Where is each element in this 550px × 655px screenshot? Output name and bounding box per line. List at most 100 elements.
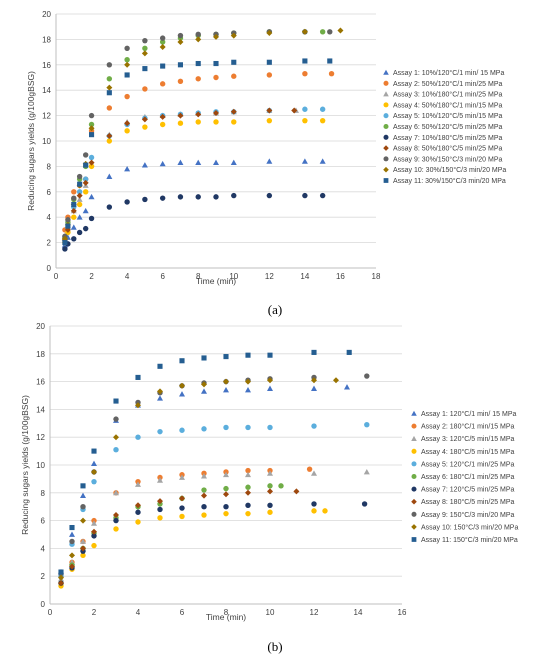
data-point xyxy=(302,70,308,77)
data-point xyxy=(195,36,202,43)
data-point xyxy=(179,505,185,511)
data-point xyxy=(124,93,130,100)
data-point xyxy=(230,32,237,39)
data-point xyxy=(311,385,317,391)
legend-marker xyxy=(411,511,417,517)
data-point xyxy=(71,236,77,242)
data-point xyxy=(267,424,273,431)
data-point xyxy=(106,105,113,111)
data-point xyxy=(231,192,237,199)
legend-marker xyxy=(383,166,389,173)
data-point xyxy=(113,416,119,422)
data-point xyxy=(80,545,86,552)
legend-entry: Assay 4: 50%/180°C/1 min/15 MPa xyxy=(393,101,503,109)
data-point xyxy=(364,373,370,379)
legend-entry: Assay 11: 150°C/3 min/20 MPa xyxy=(421,536,518,544)
series-8 xyxy=(58,488,300,587)
x-tick-label: 10 xyxy=(229,272,238,281)
y-tick-label: 20 xyxy=(42,10,51,19)
legend-marker xyxy=(411,498,417,505)
data-point xyxy=(223,471,229,478)
data-point xyxy=(245,378,251,385)
data-point xyxy=(141,116,148,123)
data-point xyxy=(106,84,113,91)
data-point xyxy=(201,504,207,510)
data-point xyxy=(266,192,273,199)
data-point xyxy=(302,117,308,124)
x-tick-label: 14 xyxy=(354,608,363,617)
legend-marker xyxy=(383,134,389,140)
data-point xyxy=(327,29,333,35)
data-point xyxy=(195,60,201,67)
legend-marker xyxy=(383,178,389,183)
data-point xyxy=(223,378,229,385)
data-point xyxy=(142,45,148,51)
legend-entry: Assay 3: 10%/180°C/1 min/25 MPa xyxy=(393,91,503,99)
data-point xyxy=(91,542,97,549)
data-point xyxy=(266,107,273,114)
x-tick-label: 14 xyxy=(300,272,309,281)
data-point xyxy=(311,349,317,355)
data-point xyxy=(124,45,130,51)
legend-marker xyxy=(383,145,389,151)
data-point xyxy=(82,189,89,195)
y-tick-label: 0 xyxy=(41,600,46,609)
legend: Assay 1: 10%/120°C/1 min/ 15 MPa Assay 2:… xyxy=(383,69,506,185)
data-point xyxy=(364,421,370,428)
legend-entry: Assay 8: 50%/180°C/5 min/25 MPa xyxy=(393,145,503,153)
data-point xyxy=(91,528,97,535)
data-point xyxy=(69,538,75,545)
data-point xyxy=(69,563,75,570)
data-point xyxy=(311,377,317,384)
data-point xyxy=(124,120,131,127)
data-point xyxy=(80,492,86,498)
data-point xyxy=(159,39,166,45)
legend-entry: Assay 9: 150°C/3 min/20 MPa xyxy=(421,511,515,519)
y-tick-label: 16 xyxy=(36,378,45,387)
y-tick-label: 18 xyxy=(36,350,45,359)
data-point xyxy=(91,460,97,467)
data-point xyxy=(311,508,317,514)
data-point xyxy=(267,509,273,515)
legend-marker xyxy=(383,91,389,97)
x-tick-label: 4 xyxy=(125,272,130,281)
legend-entry: Assay 1: 10%/120°C/1 min/ 15 MPa xyxy=(393,69,504,77)
data-point xyxy=(231,73,237,79)
data-point xyxy=(62,246,68,252)
data-point xyxy=(106,132,113,139)
data-point xyxy=(267,385,273,391)
data-point xyxy=(223,504,229,510)
chart-b: 0 2 4 6 8 10 12 14 16 18 20 0 2 4 6 8 10 12 14 16 Time (min)… xyxy=(20,322,518,622)
data-point xyxy=(245,467,251,474)
data-point xyxy=(213,194,219,200)
data-point xyxy=(301,158,308,164)
data-point xyxy=(142,37,148,44)
data-point xyxy=(230,108,237,115)
data-point xyxy=(267,377,273,384)
data-point xyxy=(65,223,71,229)
data-point xyxy=(80,517,86,524)
series-9 xyxy=(62,29,333,239)
y-tick-label: 14 xyxy=(36,405,45,414)
data-point xyxy=(71,201,77,208)
data-point xyxy=(245,471,251,478)
data-point xyxy=(157,388,163,395)
data-point xyxy=(177,38,184,45)
data-point xyxy=(245,484,251,490)
data-point xyxy=(80,552,86,559)
data-point xyxy=(88,121,95,128)
data-point xyxy=(177,159,184,165)
data-point xyxy=(177,32,184,39)
series-9 xyxy=(58,373,370,577)
data-point xyxy=(179,513,185,520)
legend-marker xyxy=(411,410,417,416)
legend: Assay 1: 120°C/1 min/ 15 MPa Assay 2: 180… xyxy=(411,410,518,544)
data-point xyxy=(135,519,141,525)
legend-marker xyxy=(411,448,417,454)
data-point xyxy=(201,512,207,518)
y-tick-label: 2 xyxy=(47,239,52,248)
data-point xyxy=(106,204,113,210)
data-point xyxy=(301,28,308,35)
y-tick-label: 2 xyxy=(41,572,46,581)
legend-marker xyxy=(383,102,389,108)
